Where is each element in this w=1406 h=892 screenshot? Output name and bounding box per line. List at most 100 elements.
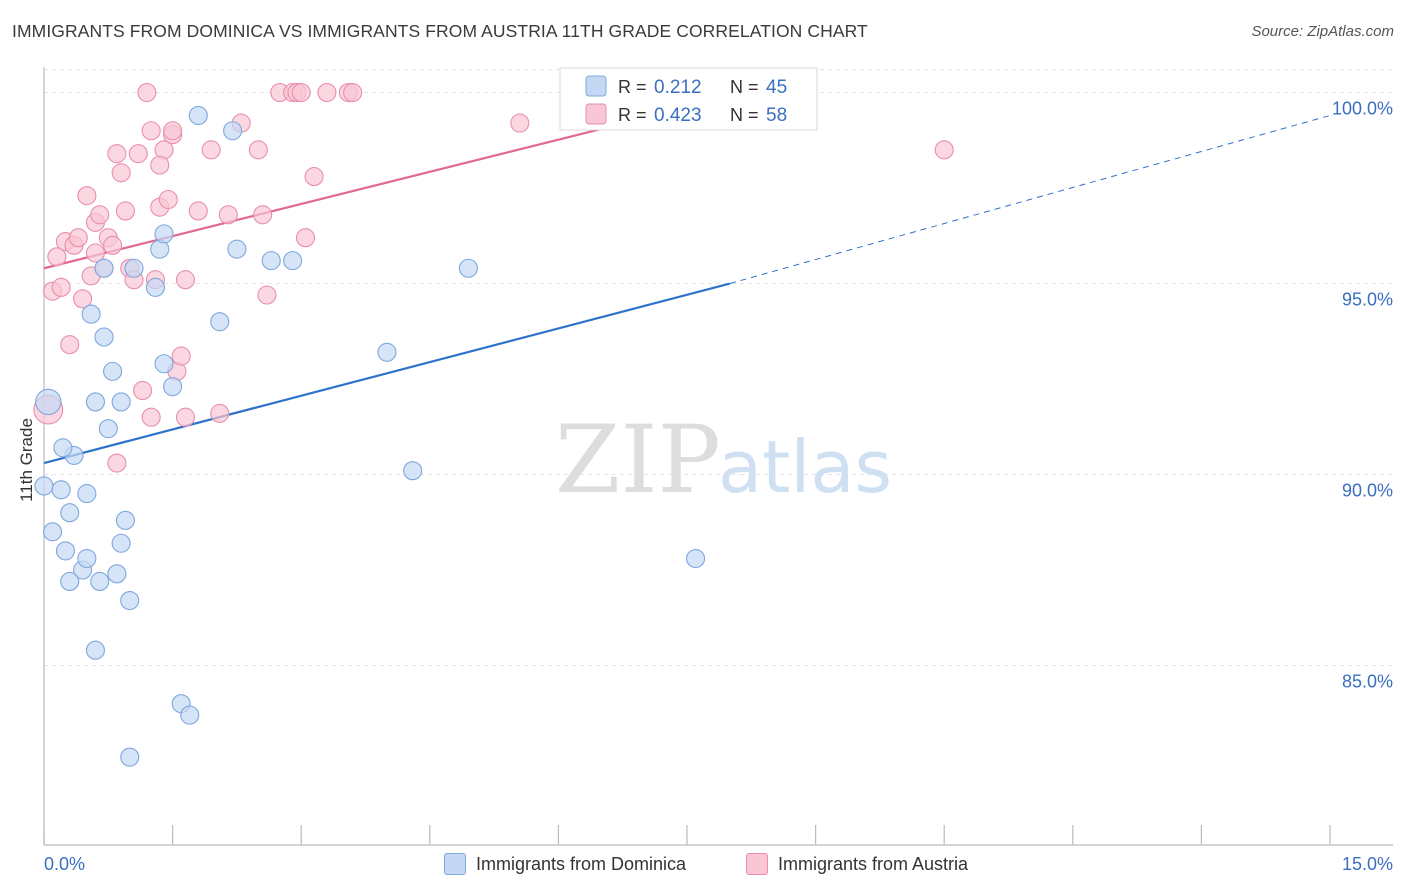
trend-line-dominica-extension bbox=[729, 114, 1331, 285]
point-austria bbox=[47, 247, 67, 267]
legend-r-label-dominica: R = bbox=[618, 77, 647, 97]
point-dominica bbox=[163, 377, 183, 397]
point-austria bbox=[257, 285, 277, 305]
point-dominica bbox=[403, 461, 423, 481]
point-austria bbox=[141, 407, 161, 427]
point-dominica bbox=[34, 476, 54, 496]
legend-r-label-austria: R = bbox=[618, 105, 647, 125]
watermark: ZIP atlas bbox=[555, 406, 892, 515]
legend-r-value-dominica: 0.212 bbox=[654, 77, 702, 98]
point-dominica bbox=[81, 304, 101, 324]
y-axis-label: 11th Grade bbox=[17, 418, 36, 502]
point-dominica bbox=[283, 251, 303, 271]
point-dominica bbox=[60, 571, 80, 592]
legend-label-dominica: Immigrants from Dominica bbox=[476, 853, 687, 874]
point-dominica bbox=[53, 438, 73, 458]
point-dominica bbox=[111, 533, 131, 553]
y-tick-labels: 100.0% 95.0% 90.0% 85.0% bbox=[1332, 99, 1393, 692]
point-dominica bbox=[377, 342, 397, 362]
point-dominica bbox=[55, 541, 75, 561]
point-austria bbox=[317, 83, 337, 103]
point-austria bbox=[141, 121, 161, 141]
point-austria bbox=[60, 335, 80, 355]
point-dominica bbox=[103, 361, 123, 381]
point-austria bbox=[137, 83, 157, 103]
point-austria bbox=[77, 186, 97, 206]
point-dominica bbox=[115, 510, 135, 530]
legend-n-value-austria: 58 bbox=[766, 105, 787, 126]
point-dominica bbox=[180, 705, 200, 725]
point-austria bbox=[201, 140, 221, 160]
point-dominica bbox=[85, 392, 105, 412]
point-dominica bbox=[60, 503, 80, 523]
legend-swatch-austria bbox=[585, 103, 607, 125]
point-austria bbox=[115, 201, 135, 221]
chart-title: IMMIGRANTS FROM DOMINICA VS IMMIGRANTS F… bbox=[12, 21, 868, 41]
point-dominica bbox=[120, 747, 140, 767]
point-dominica bbox=[188, 105, 208, 126]
point-dominica bbox=[94, 327, 114, 347]
watermark-zip: ZIP bbox=[555, 406, 721, 515]
legend-label-austria: Immigrants from Austria bbox=[778, 853, 969, 874]
point-austria bbox=[111, 163, 131, 183]
trend-line-dominica bbox=[43, 282, 731, 465]
legend-swatch-icon bbox=[444, 853, 466, 875]
point-austria bbox=[85, 243, 105, 263]
point-austria bbox=[133, 380, 153, 401]
point-dominica bbox=[154, 354, 174, 374]
point-austria bbox=[253, 205, 273, 225]
point-dominica bbox=[458, 258, 478, 278]
point-dominica bbox=[107, 564, 127, 584]
legend-n-label-dominica: N = bbox=[730, 77, 759, 97]
point-austria bbox=[90, 205, 110, 225]
point-austria bbox=[128, 144, 148, 164]
point-dominica bbox=[94, 258, 114, 278]
point-austria bbox=[103, 235, 123, 255]
point-dominica bbox=[686, 548, 706, 569]
legend-item-austria[interactable]: Immigrants from Austria bbox=[746, 853, 968, 875]
point-dominica bbox=[120, 591, 140, 611]
point-austria bbox=[51, 277, 71, 297]
point-austria bbox=[248, 140, 268, 160]
y-tick-label: 100.0% bbox=[1332, 99, 1393, 119]
y-tick-label: 90.0% bbox=[1342, 481, 1393, 501]
point-dominica bbox=[223, 121, 243, 141]
point-austria bbox=[304, 167, 324, 187]
legend-n-label-austria: N = bbox=[730, 105, 759, 125]
point-austria bbox=[150, 155, 170, 175]
point-austria bbox=[163, 121, 183, 141]
point-dominica bbox=[43, 522, 63, 542]
point-dominica bbox=[124, 258, 144, 278]
point-dominica bbox=[85, 640, 105, 660]
point-dominica bbox=[111, 392, 131, 412]
point-austria bbox=[175, 270, 196, 290]
point-austria bbox=[107, 453, 127, 473]
legend-item-dominica[interactable]: Immigrants from Dominica bbox=[444, 853, 686, 875]
y-tick-label: 95.0% bbox=[1342, 290, 1393, 310]
stats-legend: R = 0.212 N = 45 R = 0.423 N = 58 bbox=[559, 67, 818, 131]
point-dominica bbox=[35, 388, 62, 416]
x-tick-label-right: 15.0% bbox=[1342, 854, 1393, 874]
point-austria bbox=[295, 228, 316, 248]
point-dominica bbox=[210, 312, 230, 332]
point-dominica bbox=[261, 251, 281, 271]
point-dominica bbox=[51, 480, 71, 500]
point-austria bbox=[107, 144, 127, 164]
point-dominica bbox=[98, 419, 118, 439]
point-dominica bbox=[90, 571, 110, 592]
source-label: Source: ZipAtlas.com bbox=[1251, 23, 1394, 40]
data-points bbox=[33, 83, 954, 767]
y-tick-label: 85.0% bbox=[1342, 671, 1393, 691]
point-austria bbox=[73, 289, 93, 309]
point-austria bbox=[171, 346, 191, 366]
point-dominica bbox=[145, 277, 166, 297]
legend-n-value-dominica: 45 bbox=[766, 77, 787, 98]
point-austria bbox=[158, 189, 178, 210]
legend-swatch-icon bbox=[746, 853, 768, 875]
point-austria bbox=[343, 83, 363, 103]
point-austria bbox=[218, 205, 238, 225]
series-legend: Immigrants from Dominica Immigrants from… bbox=[0, 850, 1406, 880]
legend-r-value-austria: 0.423 bbox=[654, 105, 702, 126]
point-dominica bbox=[227, 239, 247, 259]
